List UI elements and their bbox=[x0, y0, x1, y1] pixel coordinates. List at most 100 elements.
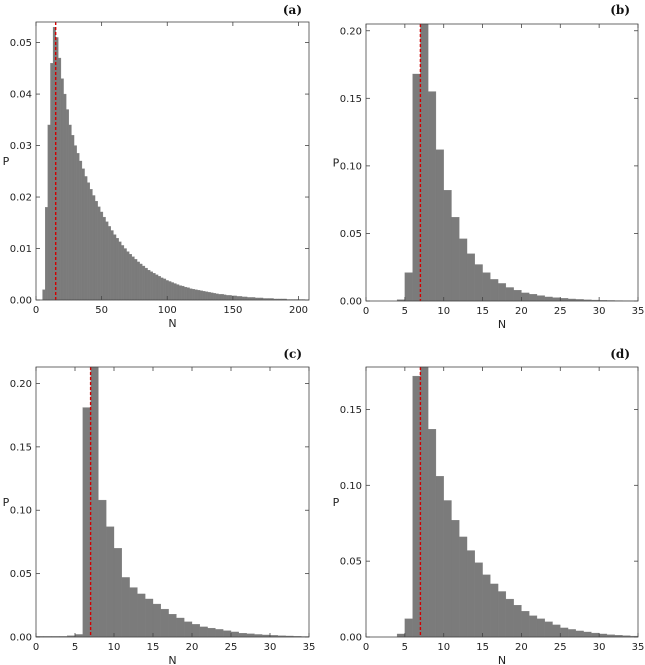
x-tick-label: 5 bbox=[402, 306, 408, 317]
histogram-bar bbox=[171, 282, 174, 301]
histogram-bar bbox=[210, 292, 214, 301]
plot-frame bbox=[35, 21, 310, 301]
histogram-bar bbox=[176, 284, 180, 301]
histogram-bar bbox=[244, 296, 248, 301]
y-axis-label: P bbox=[3, 496, 10, 509]
histogram-bar bbox=[226, 295, 230, 301]
histogram-bar bbox=[202, 291, 206, 301]
histogram-bar bbox=[163, 278, 167, 301]
x-tick-label: 35 bbox=[632, 306, 645, 317]
histogram-bar bbox=[66, 109, 69, 301]
histogram-bar bbox=[552, 624, 561, 638]
histogram-bar bbox=[113, 234, 117, 301]
histogram-bar bbox=[205, 291, 209, 301]
plot-frame bbox=[35, 366, 310, 638]
histogram-bar bbox=[197, 290, 201, 301]
histogram-bar bbox=[105, 221, 109, 301]
histogram-bar bbox=[482, 574, 491, 638]
histogram-bar bbox=[228, 295, 232, 301]
histogram-bar bbox=[129, 254, 132, 301]
histogram-bar bbox=[241, 296, 245, 301]
y-tick-label: 0.20 bbox=[10, 379, 32, 390]
x-tick-label: 150 bbox=[223, 305, 242, 316]
histogram-bar bbox=[513, 290, 522, 302]
histogram-bar bbox=[412, 73, 421, 302]
histogram-bar bbox=[131, 256, 135, 301]
histogram-bar bbox=[68, 124, 72, 301]
x-tick-label: 5 bbox=[72, 642, 78, 653]
histogram-bar bbox=[145, 598, 154, 638]
x-tick-label: 0 bbox=[363, 306, 369, 317]
x-tick-label: 15 bbox=[476, 642, 489, 653]
y-tick-label: 0.00 bbox=[340, 297, 362, 308]
histogram-bar bbox=[443, 190, 452, 302]
histogram-bar bbox=[106, 526, 115, 638]
histogram-bar bbox=[536, 618, 545, 638]
y-tick-label: 0.10 bbox=[10, 506, 32, 517]
panel-2: 0 5 10 15 20 25 30 35 0.00 0.05 0.10 0.15 0.20 N P (b) bbox=[333, 3, 645, 331]
histogram-bar bbox=[199, 290, 203, 301]
y-tick-label: 0.00 bbox=[10, 296, 32, 307]
histogram-bar bbox=[60, 78, 64, 301]
histogram-bar bbox=[100, 211, 104, 301]
histogram-bar bbox=[108, 226, 111, 301]
y-tick-label: 0.04 bbox=[10, 90, 32, 101]
histogram-bar bbox=[102, 216, 106, 301]
panel-label: (d) bbox=[610, 347, 630, 361]
histogram-bar bbox=[435, 149, 444, 302]
x-tick-label: 0 bbox=[33, 642, 39, 653]
histogram-bar bbox=[136, 261, 140, 301]
histogram-bar bbox=[147, 269, 151, 301]
histogram-bar bbox=[110, 230, 114, 301]
x-axis-label: N bbox=[498, 654, 506, 665]
plot-frame bbox=[365, 23, 639, 302]
histogram-bar bbox=[45, 207, 48, 301]
histogram-bar bbox=[71, 135, 75, 301]
histogram-bar bbox=[466, 550, 475, 638]
histogram-bar bbox=[513, 605, 522, 638]
histogram-bar bbox=[459, 536, 468, 638]
histogram-bar bbox=[459, 238, 468, 302]
x-axis-label: N bbox=[168, 654, 176, 665]
histogram-bar bbox=[435, 476, 444, 638]
histogram-bar bbox=[121, 577, 130, 638]
histogram-bar bbox=[97, 206, 101, 301]
histogram-bar bbox=[160, 277, 164, 301]
y-tick-label: 0.05 bbox=[10, 38, 32, 49]
histogram-bar bbox=[115, 238, 119, 301]
histogram-bar bbox=[192, 289, 195, 301]
histogram-bar bbox=[199, 626, 208, 638]
histogram-bar bbox=[420, 366, 429, 638]
histogram-bar bbox=[598, 633, 608, 638]
histogram-bar bbox=[92, 195, 96, 301]
histogram-bar bbox=[47, 124, 51, 301]
histogram-bar bbox=[215, 293, 219, 301]
histogram-bar bbox=[186, 287, 190, 301]
x-tick-label: 100 bbox=[158, 305, 177, 316]
histogram-bar bbox=[560, 298, 569, 302]
histogram-bar bbox=[544, 621, 553, 638]
histogram-bar bbox=[118, 241, 122, 301]
y-tick-label: 0.05 bbox=[340, 229, 362, 240]
histogram-bar bbox=[139, 263, 143, 301]
y-tick-label: 0.15 bbox=[340, 94, 362, 105]
histogram-bar bbox=[194, 289, 198, 301]
histogram-bar bbox=[223, 294, 227, 301]
histogram-bar bbox=[58, 57, 62, 301]
x-tick-label: 10 bbox=[108, 642, 121, 653]
histogram-bar bbox=[246, 633, 255, 638]
x-tick-label: 10 bbox=[437, 306, 450, 317]
x-tick-label: 20 bbox=[515, 642, 528, 653]
histogram-bar bbox=[82, 407, 91, 638]
y-tick-label: 0.02 bbox=[10, 193, 32, 204]
histogram-bar bbox=[73, 145, 77, 301]
histogram-bar bbox=[90, 366, 99, 638]
histogram-bar bbox=[575, 630, 584, 638]
histogram-bar bbox=[150, 271, 153, 301]
histogram-bar bbox=[137, 593, 146, 638]
histogram-bar bbox=[239, 296, 243, 301]
histogram-bar bbox=[215, 629, 224, 638]
histogram-bar bbox=[560, 627, 569, 638]
histogram-bar bbox=[497, 591, 507, 638]
